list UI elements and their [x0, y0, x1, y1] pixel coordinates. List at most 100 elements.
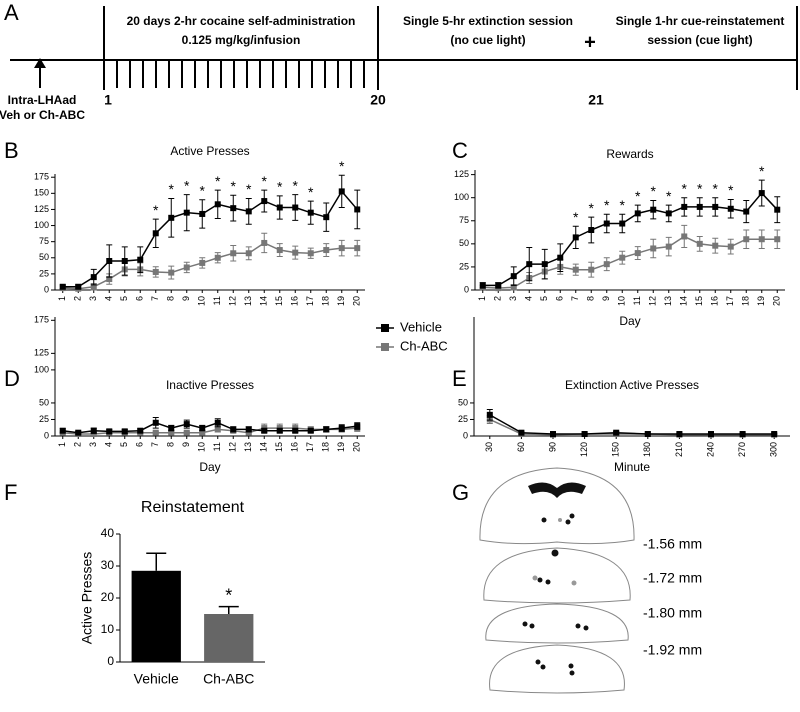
data-point [214, 419, 221, 426]
x-tick-label: 11 [212, 442, 222, 451]
data-point [774, 206, 781, 213]
x-tick-label: 8 [166, 296, 176, 301]
data-point [526, 261, 533, 268]
arrow-head [34, 58, 46, 68]
significance-star: * [339, 158, 345, 174]
data-point [214, 426, 221, 433]
y-tick-label: 25 [39, 414, 49, 424]
day-ticks [116, 60, 365, 88]
data-point [152, 268, 159, 275]
y-tick-label: 175 [34, 172, 49, 182]
x-tick-label: 120 [579, 442, 589, 457]
data-point [90, 274, 97, 281]
x-tick-label: 18 [321, 296, 331, 306]
data-point [59, 283, 66, 290]
phase-text: (no cue light) [450, 33, 525, 47]
data-point [168, 269, 175, 276]
error-bar [218, 605, 239, 614]
significance-star: * [589, 200, 595, 216]
x-tick-label: 17 [725, 296, 735, 306]
y-tick-label: 25 [458, 414, 468, 424]
data-point [518, 429, 525, 436]
data-point [261, 198, 268, 205]
x-tick-label: 5 [119, 442, 129, 447]
data-point [199, 429, 206, 436]
series-line [489, 414, 775, 435]
section-label: -1.72 mm [643, 570, 702, 586]
x-tick-label: 2 [493, 296, 503, 301]
y-tick-label: 100 [34, 364, 49, 374]
x-tick-label: 8 [166, 442, 176, 447]
data-point [323, 247, 330, 254]
data-point [90, 431, 97, 438]
panel-letter: D [4, 366, 20, 391]
data-point [276, 204, 283, 211]
y-tick-label: 20 [101, 590, 115, 604]
significance-star: * [682, 180, 688, 196]
chart-title: Active Presses [170, 144, 249, 158]
x-tick-label: 150 [611, 442, 621, 457]
x-tick-label: 3 [88, 296, 98, 301]
phase-text: Single 1-hr cue-reinstatement [616, 14, 785, 28]
significance-star: * [308, 184, 314, 200]
x-tick-label: 18 [741, 296, 751, 306]
data-point [681, 233, 688, 240]
data-point [245, 208, 252, 215]
data-point [557, 254, 564, 261]
x-tick-label: 15 [274, 296, 284, 306]
x-tick-label: 6 [135, 296, 145, 301]
significance-star: * [728, 182, 734, 198]
x-tick-label: 7 [150, 442, 160, 447]
significance-star: * [759, 163, 765, 179]
chart-title: Inactive Presses [166, 378, 254, 392]
y-tick-label: 125 [454, 169, 469, 179]
x-tick-label: 4 [104, 442, 114, 447]
x-tick-label: 2 [73, 442, 83, 447]
data-point [743, 236, 750, 243]
x-tick-label: 180 [642, 442, 652, 457]
data-point [292, 249, 299, 256]
significance-star: * [153, 202, 159, 218]
data-point [307, 427, 314, 434]
brain-sections [479, 467, 635, 694]
x-tick-label: 12 [228, 296, 238, 306]
bar [204, 614, 254, 662]
y-tick-label: 0 [107, 654, 114, 668]
data-point [137, 256, 144, 263]
panel-letter: E [452, 366, 467, 391]
data-point [354, 423, 361, 430]
data-point [572, 266, 579, 273]
chart-title: Reinstatement [141, 499, 245, 516]
data-point [106, 258, 113, 264]
x-tick-label: 15 [274, 442, 284, 452]
data-point [261, 427, 268, 434]
x-tick-label: 7 [150, 296, 160, 301]
significance-star: * [713, 180, 719, 196]
x-tick-label: 18 [321, 442, 331, 452]
data-point [696, 203, 703, 210]
x-tick-label: 3 [88, 442, 98, 447]
y-tick-label: 50 [39, 397, 49, 407]
significance-star: * [635, 188, 641, 204]
x-tick-label: Vehicle [134, 671, 179, 687]
x-tick-label: 2 [73, 296, 83, 301]
brain-section [489, 644, 625, 694]
y-tick-label: 125 [34, 204, 49, 214]
x-tick-label: 4 [104, 296, 114, 301]
data-point [276, 427, 283, 434]
data-point [137, 427, 144, 434]
x-tick-label: 16 [290, 442, 300, 452]
series-line [62, 190, 358, 288]
data-point [230, 205, 237, 212]
x-tick-label: 10 [197, 296, 207, 306]
day-label: 20 [370, 92, 386, 108]
data-point [510, 273, 517, 280]
data-point [338, 245, 345, 252]
significance-star: * [225, 585, 232, 605]
x-tick-label: 300 [769, 442, 779, 457]
significance-star: * [277, 179, 283, 195]
x-axis-label: Day [199, 460, 220, 474]
data-point [696, 240, 703, 247]
significance-star: * [666, 188, 672, 204]
data-point [619, 220, 626, 227]
